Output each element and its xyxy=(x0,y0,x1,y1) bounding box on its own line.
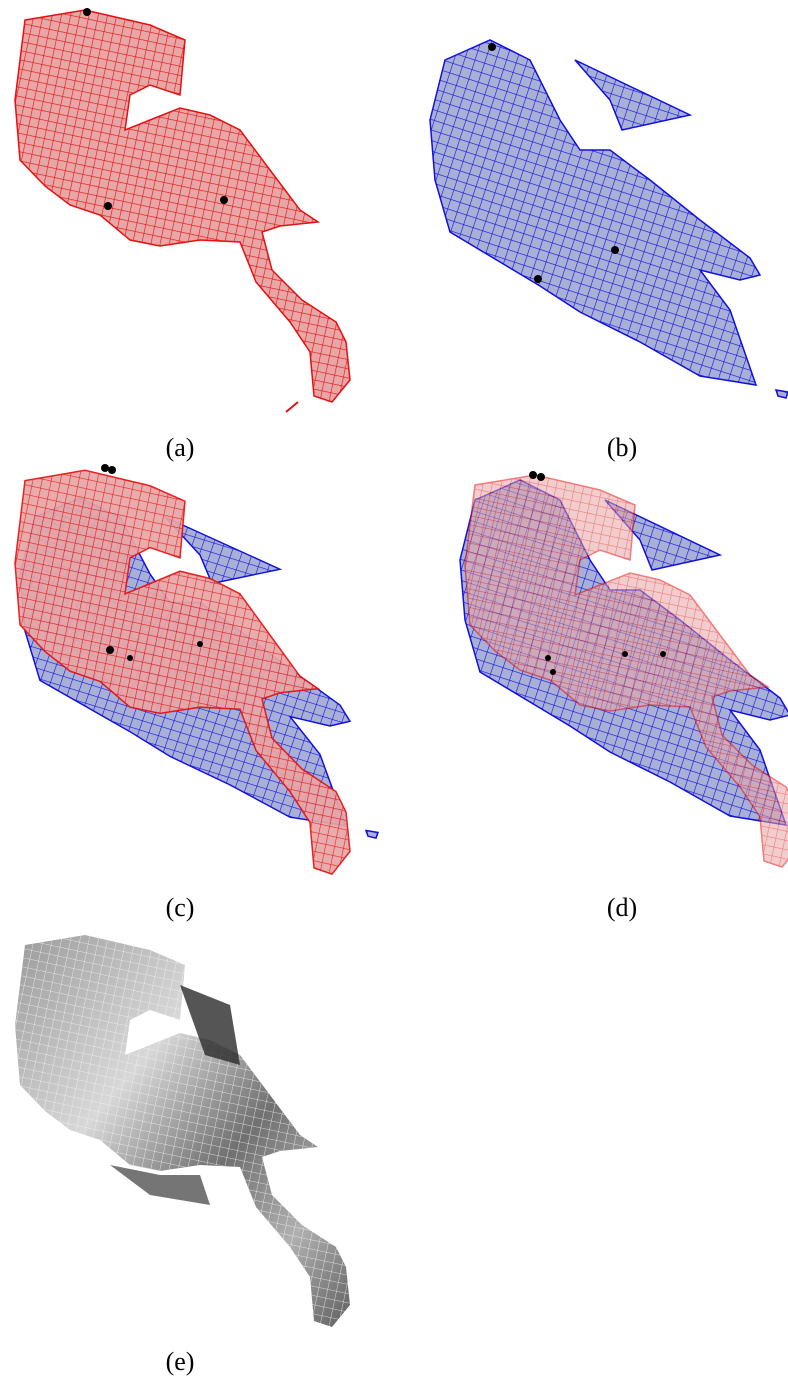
landmark xyxy=(529,471,537,479)
landmark xyxy=(537,473,545,481)
landmark xyxy=(101,464,109,472)
panel-e: (e) xyxy=(15,935,350,1376)
landmark xyxy=(83,8,91,16)
landmark xyxy=(108,466,116,474)
landmark xyxy=(220,196,228,204)
panel-label: (c) xyxy=(166,893,195,922)
landmark xyxy=(197,641,203,647)
mesh-fragment xyxy=(286,402,298,412)
landmark xyxy=(106,646,114,654)
landmark xyxy=(127,655,133,661)
mesh-blue xyxy=(430,40,788,398)
landmark xyxy=(488,43,496,51)
panel-d: (d) xyxy=(460,471,788,922)
landmark xyxy=(622,651,628,657)
panel-label: (a) xyxy=(166,433,195,462)
landmark xyxy=(611,246,619,254)
panel-a: (a) xyxy=(15,8,350,462)
mesh-shaded-grid xyxy=(15,935,350,1327)
landmark xyxy=(545,655,551,661)
panel-label: (e) xyxy=(166,1347,195,1376)
panel-label: (d) xyxy=(607,893,637,922)
mesh-red xyxy=(15,10,350,402)
panel-c: (c) xyxy=(15,464,378,922)
panel-b: (b) xyxy=(430,40,788,462)
landmark xyxy=(660,651,666,657)
landmark xyxy=(104,202,112,210)
figure: (a) (b) (c) (d) xyxy=(0,0,788,1382)
landmark xyxy=(534,275,542,283)
page: (a) (b) (c) (d) xyxy=(0,0,788,1382)
landmark xyxy=(550,669,556,675)
panel-label: (b) xyxy=(607,433,637,462)
